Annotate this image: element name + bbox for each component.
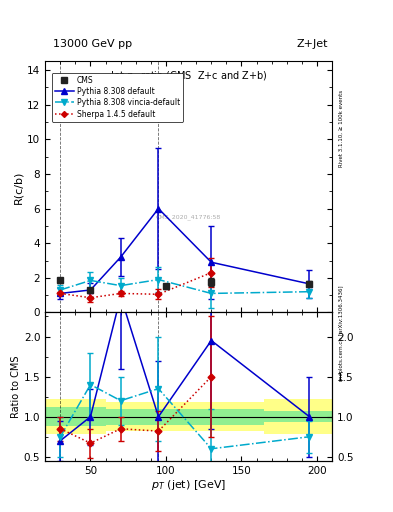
Text: Rivet 3.1.10, ≥ 100k events: Rivet 3.1.10, ≥ 100k events bbox=[339, 90, 344, 166]
X-axis label: $p_T$ (jet) [GeV]: $p_T$ (jet) [GeV] bbox=[151, 478, 226, 493]
Y-axis label: Ratio to CMS: Ratio to CMS bbox=[11, 355, 21, 418]
Text: Z+Jet: Z+Jet bbox=[297, 38, 328, 49]
Text: Jet $p_T$ ratio (CMS  Z+c and Z+b): Jet $p_T$ ratio (CMS Z+c and Z+b) bbox=[110, 69, 268, 83]
Text: 13000 GeV pp: 13000 GeV pp bbox=[53, 38, 132, 49]
Y-axis label: R(c/b): R(c/b) bbox=[13, 170, 23, 204]
Legend: CMS, Pythia 8.308 default, Pythia 8.308 vincia-default, Sherpa 1.4.5 default: CMS, Pythia 8.308 default, Pythia 8.308 … bbox=[52, 73, 184, 122]
Text: CMS_2020_41776:58: CMS_2020_41776:58 bbox=[156, 214, 221, 220]
Text: mcplots.cern.ch [arXiv:1306.3436]: mcplots.cern.ch [arXiv:1306.3436] bbox=[339, 285, 344, 380]
